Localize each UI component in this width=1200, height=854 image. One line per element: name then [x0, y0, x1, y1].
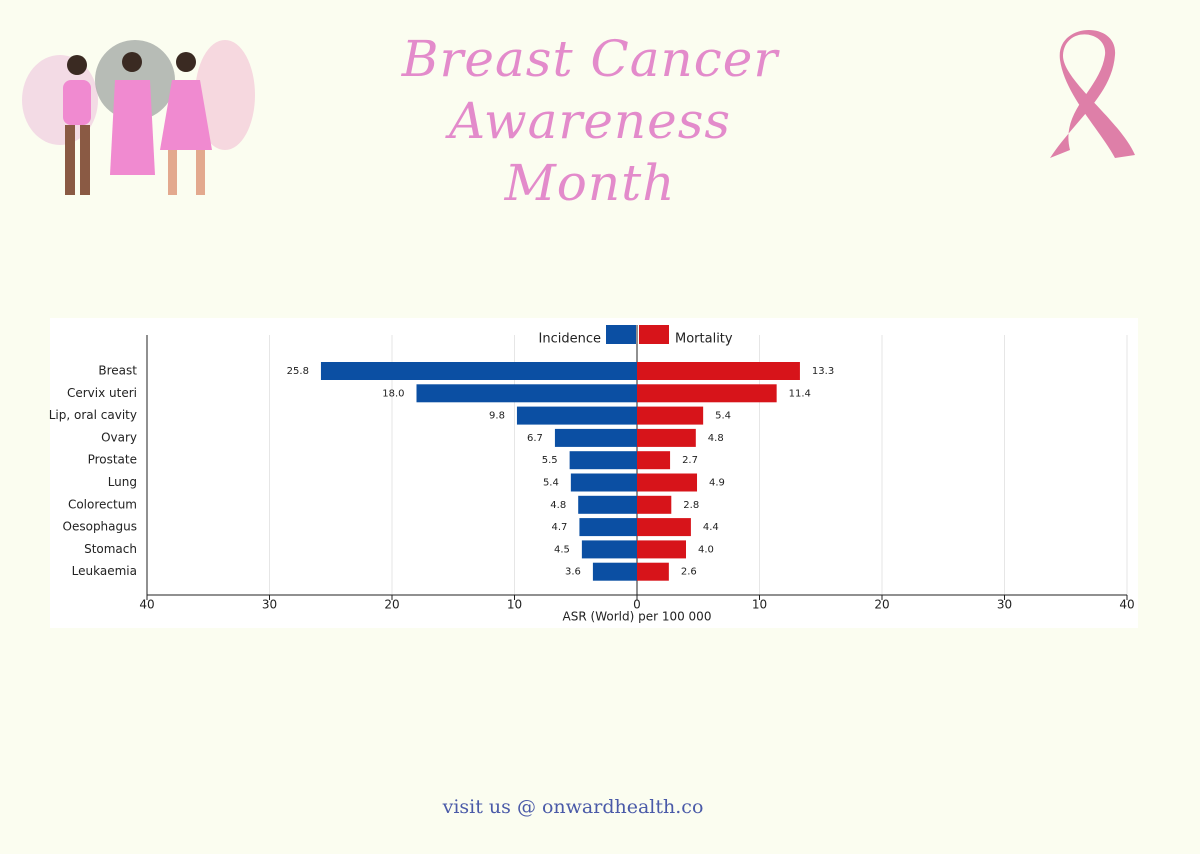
x-tick-label: 20 — [874, 598, 889, 612]
bar — [637, 495, 672, 514]
bar — [637, 540, 686, 559]
value-label: 4.5 — [554, 544, 570, 555]
bar — [554, 428, 637, 447]
bar — [637, 562, 669, 581]
y-tick-label: Cervix uteri — [67, 386, 137, 400]
y-tick-label: Lung — [108, 475, 137, 489]
x-tick-label: 40 — [139, 598, 154, 612]
ribbon — [1050, 30, 1135, 158]
legend-label: Mortality — [675, 332, 733, 347]
value-label: 5.4 — [543, 478, 559, 489]
bar — [637, 518, 691, 537]
y-tick-label: Ovary — [101, 430, 137, 444]
bar — [416, 384, 637, 403]
poster-title: Breast Cancer Awareness Month — [401, 30, 779, 212]
y-tick-label: Colorectum — [68, 497, 137, 511]
bar — [637, 428, 696, 447]
bar — [637, 362, 800, 380]
bar — [320, 362, 637, 380]
value-label: 25.8 — [287, 366, 309, 377]
y-tick-label: Oesophagus — [63, 520, 137, 534]
x-tick-label: 40 — [1119, 598, 1134, 612]
x-tick-label: 30 — [997, 598, 1012, 612]
value-label: 4.0 — [698, 544, 714, 555]
value-label: 13.3 — [812, 366, 834, 377]
value-label: 5.5 — [542, 455, 558, 466]
value-label: 6.7 — [527, 433, 543, 444]
x-tick-label: 10 — [507, 598, 522, 612]
x-tick-label: 10 — [752, 598, 767, 612]
value-label: 4.8 — [550, 500, 566, 511]
bar — [637, 451, 671, 470]
value-label: 4.4 — [703, 522, 719, 533]
value-label: 2.8 — [683, 500, 699, 511]
x-tick-label: 30 — [262, 598, 277, 612]
y-tick-label: Stomach — [84, 542, 137, 556]
bar — [637, 384, 777, 403]
value-label: 5.4 — [715, 411, 731, 422]
value-label: 11.4 — [789, 388, 811, 399]
x-tick-label: 0 — [633, 598, 641, 612]
y-tick-label: Lip, oral cavity — [49, 408, 137, 422]
y-tick-label: Breast — [98, 364, 137, 378]
y-tick-label: Leukaemia — [72, 564, 137, 578]
bar — [581, 540, 637, 559]
illustration — [22, 40, 255, 195]
legend-swatch — [639, 325, 669, 344]
x-axis-title: ASR (World) per 100 000 — [563, 610, 712, 624]
value-label: 9.8 — [489, 411, 505, 422]
bar — [569, 451, 637, 470]
bar — [516, 406, 637, 425]
value-label: 18.0 — [382, 388, 404, 399]
footer-link: visit us @ onwardhealth.co — [442, 796, 704, 818]
legend-swatch — [606, 325, 636, 344]
bar — [578, 495, 637, 514]
value-label: 4.9 — [709, 478, 725, 489]
value-label: 2.6 — [681, 567, 697, 578]
bar — [579, 518, 637, 537]
bar — [592, 562, 637, 581]
value-label: 3.6 — [565, 567, 581, 578]
x-tick-label: 20 — [384, 598, 399, 612]
value-label: 4.7 — [552, 522, 568, 533]
value-label: 2.7 — [682, 455, 698, 466]
bar — [637, 473, 698, 492]
value-label: 4.8 — [708, 433, 724, 444]
bar — [637, 406, 704, 425]
bar — [570, 473, 637, 492]
y-tick-label: Prostate — [88, 453, 137, 467]
legend-label: Incidence — [539, 332, 601, 347]
